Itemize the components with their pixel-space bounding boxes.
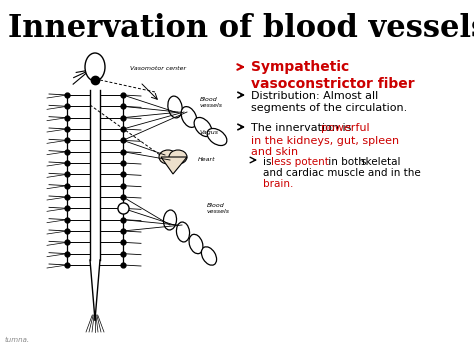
Ellipse shape xyxy=(207,129,227,146)
Ellipse shape xyxy=(168,96,182,118)
Text: powerful: powerful xyxy=(321,123,370,133)
Text: Heart: Heart xyxy=(198,157,216,162)
Text: in both: in both xyxy=(325,157,368,167)
Text: Blood
vessels: Blood vessels xyxy=(207,203,230,214)
Text: skeletal: skeletal xyxy=(360,157,401,167)
Text: and cardiac muscle and in the: and cardiac muscle and in the xyxy=(263,168,421,178)
Ellipse shape xyxy=(85,53,105,81)
Text: tumna.: tumna. xyxy=(5,337,30,343)
Text: Innervation of blood vessels: Innervation of blood vessels xyxy=(8,13,474,44)
Text: brain.: brain. xyxy=(263,179,293,189)
Text: in the kidneys, gut, spleen: in the kidneys, gut, spleen xyxy=(251,136,399,146)
Text: Distribution: Almost all
segments of the circulation.: Distribution: Almost all segments of the… xyxy=(251,91,407,113)
Text: Vasomotor center: Vasomotor center xyxy=(130,66,186,71)
Ellipse shape xyxy=(181,106,197,127)
Ellipse shape xyxy=(194,118,212,137)
Polygon shape xyxy=(161,157,187,174)
Ellipse shape xyxy=(169,150,187,164)
Text: Vagus: Vagus xyxy=(200,130,219,135)
Text: less potent: less potent xyxy=(271,157,329,167)
Ellipse shape xyxy=(159,150,177,164)
Text: Blood
vessels: Blood vessels xyxy=(200,97,223,108)
Text: The innervation is: The innervation is xyxy=(251,123,355,133)
Text: Sympathetic
vasoconstrictor fiber: Sympathetic vasoconstrictor fiber xyxy=(251,60,415,91)
Ellipse shape xyxy=(176,222,190,242)
Text: and skin: and skin xyxy=(251,147,298,157)
Ellipse shape xyxy=(201,247,217,265)
Ellipse shape xyxy=(189,234,203,254)
Text: is: is xyxy=(263,157,275,167)
Ellipse shape xyxy=(164,210,176,230)
